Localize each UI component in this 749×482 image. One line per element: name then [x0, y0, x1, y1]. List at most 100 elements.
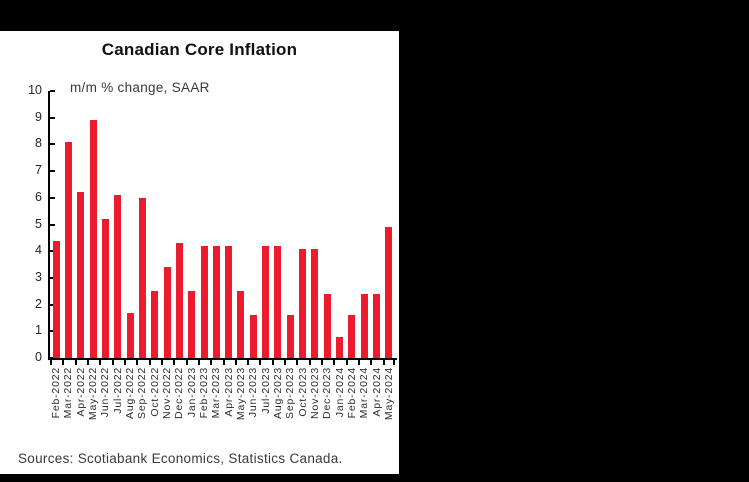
- bar-May-2023: [237, 291, 245, 358]
- bar-Mar-2023: [212, 245, 220, 358]
- bar-Feb-2022: [52, 240, 60, 358]
- y-axis-label: 5: [35, 216, 42, 231]
- y-axis-label: 10: [28, 83, 42, 97]
- x-axis-tick: [210, 360, 213, 365]
- x-axis-label: Apr-2023: [222, 367, 235, 417]
- x-axis-label: May-2024: [382, 367, 395, 421]
- y-axis-tick: [50, 170, 55, 173]
- y-axis-label: 9: [35, 109, 42, 124]
- x-axis-label: Feb-2022: [50, 367, 63, 419]
- x-axis-tick: [345, 360, 348, 365]
- y-axis-tick: [50, 196, 55, 199]
- bar-Jan-2023: [188, 291, 196, 358]
- x-axis-tick: [308, 360, 311, 365]
- x-axis-tick: [382, 360, 385, 365]
- y-axis-label: 2: [35, 296, 42, 311]
- x-axis-label: Jul-2023: [259, 367, 272, 414]
- x-axis-tick: [111, 360, 114, 365]
- bar-Oct-2023: [299, 248, 307, 358]
- plot-area: Feb-2022 Mar-2022 Apr-2022 May-2022 Jun-2022…: [48, 90, 397, 420]
- x-axis-label: Apr-2024: [370, 367, 383, 417]
- y-axis-label: 8: [35, 136, 42, 151]
- x-axis-tick: [86, 360, 89, 365]
- x-axis-label: May-2023: [234, 367, 247, 421]
- bar-Nov-2023: [311, 248, 319, 358]
- x-axis-tick: [271, 360, 274, 365]
- x-axis-label: Dec-2023: [321, 367, 334, 419]
- y-axis-tick: [50, 276, 55, 279]
- y-axis-tick: [50, 223, 55, 226]
- bar-Aug-2022: [126, 312, 134, 358]
- bar-Feb-2023: [200, 245, 208, 358]
- x-axis-tick: [50, 360, 52, 365]
- y-axis-label: 1: [35, 323, 42, 338]
- bar-Jun-2023: [249, 315, 257, 358]
- y-axis-label: 0: [35, 350, 42, 364]
- bar-Nov-2022: [163, 267, 171, 358]
- x-axis-tick: [259, 360, 262, 365]
- x-axis-label: Sep-2022: [136, 367, 149, 419]
- x-axis-label: Feb-2024: [345, 367, 358, 419]
- y-axis-label: 4: [35, 243, 42, 258]
- bar-Mar-2024: [360, 293, 368, 358]
- x-axis-tick: [333, 360, 336, 365]
- x-axis-label: Mar-2022: [62, 367, 75, 419]
- bar-Apr-2024: [373, 293, 381, 358]
- bar-Oct-2022: [151, 291, 159, 358]
- bar-Dec-2022: [175, 243, 183, 358]
- x-axis-tick: [197, 360, 200, 365]
- x-axis-tick: [234, 360, 237, 365]
- bar-Sep-2023: [286, 315, 294, 358]
- x-axis-label: Sep-2023: [284, 367, 297, 419]
- bar-Apr-2022: [77, 192, 85, 358]
- y-axis-tick: [50, 90, 55, 92]
- y-axis-label: 3: [35, 269, 42, 284]
- x-axis-tick: [370, 360, 373, 365]
- y-axis-tick: [50, 357, 55, 359]
- x-axis-label: Mar-2023: [210, 367, 223, 419]
- bar-Mar-2022: [64, 141, 72, 358]
- x-axis-label: May-2022: [87, 367, 100, 421]
- source-note: Sources: Scotiabank Economics, Statistic…: [18, 451, 343, 466]
- y-axis-line: [48, 91, 50, 360]
- x-axis-label: Jun-2022: [99, 367, 112, 418]
- x-axis-label: Aug-2023: [271, 367, 284, 419]
- x-axis-line: [48, 358, 397, 360]
- x-axis-label: Oct-2023: [296, 367, 309, 417]
- x-axis-label: Jan-2024: [333, 367, 346, 418]
- x-axis-tick: [99, 360, 102, 365]
- x-axis-tick: [247, 360, 250, 365]
- x-axis-label: Jun-2023: [247, 367, 260, 418]
- x-axis-tick: [136, 360, 139, 365]
- x-axis-label: Apr-2022: [74, 367, 87, 417]
- x-axis-tick: [123, 360, 126, 365]
- bar-May-2024: [385, 227, 393, 358]
- x-axis-tick: [358, 360, 361, 365]
- bar-Jun-2022: [101, 219, 109, 358]
- bar-Sep-2022: [138, 197, 146, 358]
- bar-May-2022: [89, 120, 97, 358]
- bar-Dec-2023: [323, 293, 331, 358]
- x-axis-label: Jan-2023: [185, 367, 198, 418]
- bar-Jan-2024: [336, 336, 344, 358]
- x-axis-label: Jul-2022: [111, 367, 124, 414]
- x-axis-label: Nov-2022: [161, 367, 174, 419]
- x-axis-tick: [148, 360, 151, 365]
- x-axis-tick: [222, 360, 225, 365]
- x-axis-tick: [296, 360, 299, 365]
- x-axis-label: Dec-2022: [173, 367, 186, 419]
- x-axis-label: Feb-2023: [198, 367, 211, 419]
- y-axis-label: 6: [35, 189, 42, 204]
- x-axis-tick: [62, 360, 65, 365]
- chart-title: Canadian Core Inflation: [101, 40, 298, 59]
- y-axis-tick: [50, 116, 55, 119]
- chart-panel: Canadian Core Inflation m/m % change, SA…: [0, 31, 399, 474]
- x-axis-tick: [321, 360, 324, 365]
- y-axis-tick: [50, 143, 55, 146]
- x-axis-tick: [185, 360, 188, 365]
- bar-Apr-2023: [225, 245, 233, 358]
- x-axis-label: Nov-2023: [308, 367, 321, 419]
- bar-Jul-2023: [262, 245, 270, 358]
- bar-Jul-2022: [114, 195, 122, 358]
